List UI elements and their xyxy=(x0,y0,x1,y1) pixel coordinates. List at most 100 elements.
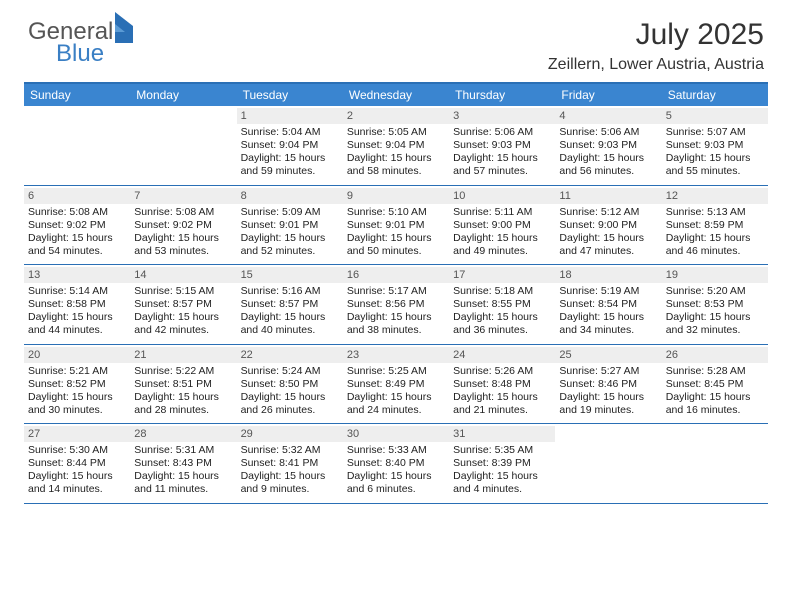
sunset-line: Sunset: 9:02 PM xyxy=(28,219,126,232)
sunrise-line: Sunrise: 5:08 AM xyxy=(28,206,126,219)
sunrise-line: Sunrise: 5:28 AM xyxy=(666,365,764,378)
day-cell: 7Sunrise: 5:08 AMSunset: 9:02 PMDaylight… xyxy=(130,186,236,265)
day-content: Sunrise: 5:07 AMSunset: 9:03 PMDaylight:… xyxy=(666,126,764,179)
day-number: 21 xyxy=(130,347,236,363)
day-number: 16 xyxy=(343,267,449,283)
sunrise-line: Sunrise: 5:32 AM xyxy=(241,444,339,457)
sunset-line: Sunset: 9:04 PM xyxy=(347,139,445,152)
day-cell: 26Sunrise: 5:28 AMSunset: 8:45 PMDayligh… xyxy=(662,345,768,424)
day-number: 4 xyxy=(555,108,661,124)
logo-triangle-icon xyxy=(115,12,133,43)
day-number: 31 xyxy=(449,426,555,442)
daylight-line: Daylight: 15 hours and 38 minutes. xyxy=(347,311,445,337)
daylight-line: Daylight: 15 hours and 6 minutes. xyxy=(347,470,445,496)
sunrise-line: Sunrise: 5:30 AM xyxy=(28,444,126,457)
day-cell: 15Sunrise: 5:16 AMSunset: 8:57 PMDayligh… xyxy=(237,265,343,344)
day-content: Sunrise: 5:35 AMSunset: 8:39 PMDaylight:… xyxy=(453,444,551,497)
sunset-line: Sunset: 8:58 PM xyxy=(28,298,126,311)
day-content: Sunrise: 5:08 AMSunset: 9:02 PMDaylight:… xyxy=(28,206,126,259)
day-cell xyxy=(24,106,130,185)
daylight-line: Daylight: 15 hours and 16 minutes. xyxy=(666,391,764,417)
day-cell: 17Sunrise: 5:18 AMSunset: 8:55 PMDayligh… xyxy=(449,265,555,344)
day-cell xyxy=(662,424,768,503)
sunset-line: Sunset: 8:44 PM xyxy=(28,457,126,470)
sunset-line: Sunset: 8:41 PM xyxy=(241,457,339,470)
dow-cell: Thursday xyxy=(449,84,555,106)
day-content: Sunrise: 5:08 AMSunset: 9:02 PMDaylight:… xyxy=(134,206,232,259)
daylight-line: Daylight: 15 hours and 49 minutes. xyxy=(453,232,551,258)
day-cell: 28Sunrise: 5:31 AMSunset: 8:43 PMDayligh… xyxy=(130,424,236,503)
sunset-line: Sunset: 8:59 PM xyxy=(666,219,764,232)
sunset-line: Sunset: 8:45 PM xyxy=(666,378,764,391)
day-number: 8 xyxy=(237,188,343,204)
sunrise-line: Sunrise: 5:25 AM xyxy=(347,365,445,378)
sunrise-line: Sunrise: 5:08 AM xyxy=(134,206,232,219)
day-content: Sunrise: 5:13 AMSunset: 8:59 PMDaylight:… xyxy=(666,206,764,259)
sunrise-line: Sunrise: 5:26 AM xyxy=(453,365,551,378)
day-number: 23 xyxy=(343,347,449,363)
weeks-container: 1Sunrise: 5:04 AMSunset: 9:04 PMDaylight… xyxy=(24,106,768,504)
day-cell: 2Sunrise: 5:05 AMSunset: 9:04 PMDaylight… xyxy=(343,106,449,185)
sunset-line: Sunset: 9:03 PM xyxy=(453,139,551,152)
sunset-line: Sunset: 8:54 PM xyxy=(559,298,657,311)
day-number: 27 xyxy=(24,426,130,442)
daylight-line: Daylight: 15 hours and 50 minutes. xyxy=(347,232,445,258)
day-number: 25 xyxy=(555,347,661,363)
sunrise-line: Sunrise: 5:33 AM xyxy=(347,444,445,457)
day-content: Sunrise: 5:05 AMSunset: 9:04 PMDaylight:… xyxy=(347,126,445,179)
sunrise-line: Sunrise: 5:10 AM xyxy=(347,206,445,219)
dow-cell: Saturday xyxy=(662,84,768,106)
sunset-line: Sunset: 8:49 PM xyxy=(347,378,445,391)
daylight-line: Daylight: 15 hours and 32 minutes. xyxy=(666,311,764,337)
dow-cell: Monday xyxy=(130,84,236,106)
sunset-line: Sunset: 8:43 PM xyxy=(134,457,232,470)
sunset-line: Sunset: 8:57 PM xyxy=(134,298,232,311)
day-content: Sunrise: 5:14 AMSunset: 8:58 PMDaylight:… xyxy=(28,285,126,338)
sunrise-line: Sunrise: 5:09 AM xyxy=(241,206,339,219)
day-cell xyxy=(555,424,661,503)
daylight-line: Daylight: 15 hours and 59 minutes. xyxy=(241,152,339,178)
logo: General Blue xyxy=(28,18,133,68)
day-content: Sunrise: 5:06 AMSunset: 9:03 PMDaylight:… xyxy=(559,126,657,179)
day-cell: 1Sunrise: 5:04 AMSunset: 9:04 PMDaylight… xyxy=(237,106,343,185)
daylight-line: Daylight: 15 hours and 30 minutes. xyxy=(28,391,126,417)
sunset-line: Sunset: 8:57 PM xyxy=(241,298,339,311)
day-cell: 31 Sunrise: 5:35 AMSunset: 8:39 PMDayligh… xyxy=(449,424,555,503)
day-number: 24 xyxy=(449,347,555,363)
sunset-line: Sunset: 8:51 PM xyxy=(134,378,232,391)
day-content: Sunrise: 5:12 AMSunset: 9:00 PMDaylight:… xyxy=(559,206,657,259)
day-cell: 25Sunrise: 5:27 AMSunset: 8:46 PMDayligh… xyxy=(555,345,661,424)
day-cell: 12Sunrise: 5:13 AMSunset: 8:59 PMDayligh… xyxy=(662,186,768,265)
daylight-line: Daylight: 15 hours and 56 minutes. xyxy=(559,152,657,178)
daylight-line: Daylight: 15 hours and 28 minutes. xyxy=(134,391,232,417)
day-number: 9 xyxy=(343,188,449,204)
sunrise-line: Sunrise: 5:13 AM xyxy=(666,206,764,219)
day-content: Sunrise: 5:20 AMSunset: 8:53 PMDaylight:… xyxy=(666,285,764,338)
day-cell: 4 Sunrise: 5:06 AMSunset: 9:03 PMDaylight… xyxy=(555,106,661,185)
day-cell: 21 Sunrise: 5:22 AMSunset: 8:51 PMDayligh… xyxy=(130,345,236,424)
day-cell: 20Sunrise: 5:21 AMSunset: 8:52 PMDayligh… xyxy=(24,345,130,424)
day-cell: 11Sunrise: 5:12 AMSunset: 9:00 PMDayligh… xyxy=(555,186,661,265)
daylight-line: Daylight: 15 hours and 4 minutes. xyxy=(453,470,551,496)
day-number: 22 xyxy=(237,347,343,363)
sunrise-line: Sunrise: 5:27 AM xyxy=(559,365,657,378)
day-content: Sunrise: 5:28 AMSunset: 8:45 PMDaylight:… xyxy=(666,365,764,418)
sunrise-line: Sunrise: 5:05 AM xyxy=(347,126,445,139)
day-content: Sunrise: 5:22 AMSunset: 8:51 PMDaylight:… xyxy=(134,365,232,418)
sunset-line: Sunset: 8:56 PM xyxy=(347,298,445,311)
day-cell: 22Sunrise: 5:24 AMSunset: 8:50 PMDayligh… xyxy=(237,345,343,424)
sunrise-line: Sunrise: 5:24 AM xyxy=(241,365,339,378)
day-number: 3 xyxy=(449,108,555,124)
header: General Blue July 2025 Zeillern, Lower A… xyxy=(0,0,792,82)
day-cell: 30Sunrise: 5:33 AMSunset: 8:40 PMDayligh… xyxy=(343,424,449,503)
daylight-line: Daylight: 15 hours and 53 minutes. xyxy=(134,232,232,258)
sunset-line: Sunset: 9:01 PM xyxy=(241,219,339,232)
day-content: Sunrise: 5:16 AMSunset: 8:57 PMDaylight:… xyxy=(241,285,339,338)
day-cell: 8Sunrise: 5:09 AMSunset: 9:01 PMDaylight… xyxy=(237,186,343,265)
day-content: Sunrise: 5:18 AMSunset: 8:55 PMDaylight:… xyxy=(453,285,551,338)
sunrise-line: Sunrise: 5:14 AM xyxy=(28,285,126,298)
location-text: Zeillern, Lower Austria, Austria xyxy=(548,56,764,74)
daylight-line: Daylight: 15 hours and 11 minutes. xyxy=(134,470,232,496)
sunset-line: Sunset: 8:53 PM xyxy=(666,298,764,311)
day-content: Sunrise: 5:30 AMSunset: 8:44 PMDaylight:… xyxy=(28,444,126,497)
